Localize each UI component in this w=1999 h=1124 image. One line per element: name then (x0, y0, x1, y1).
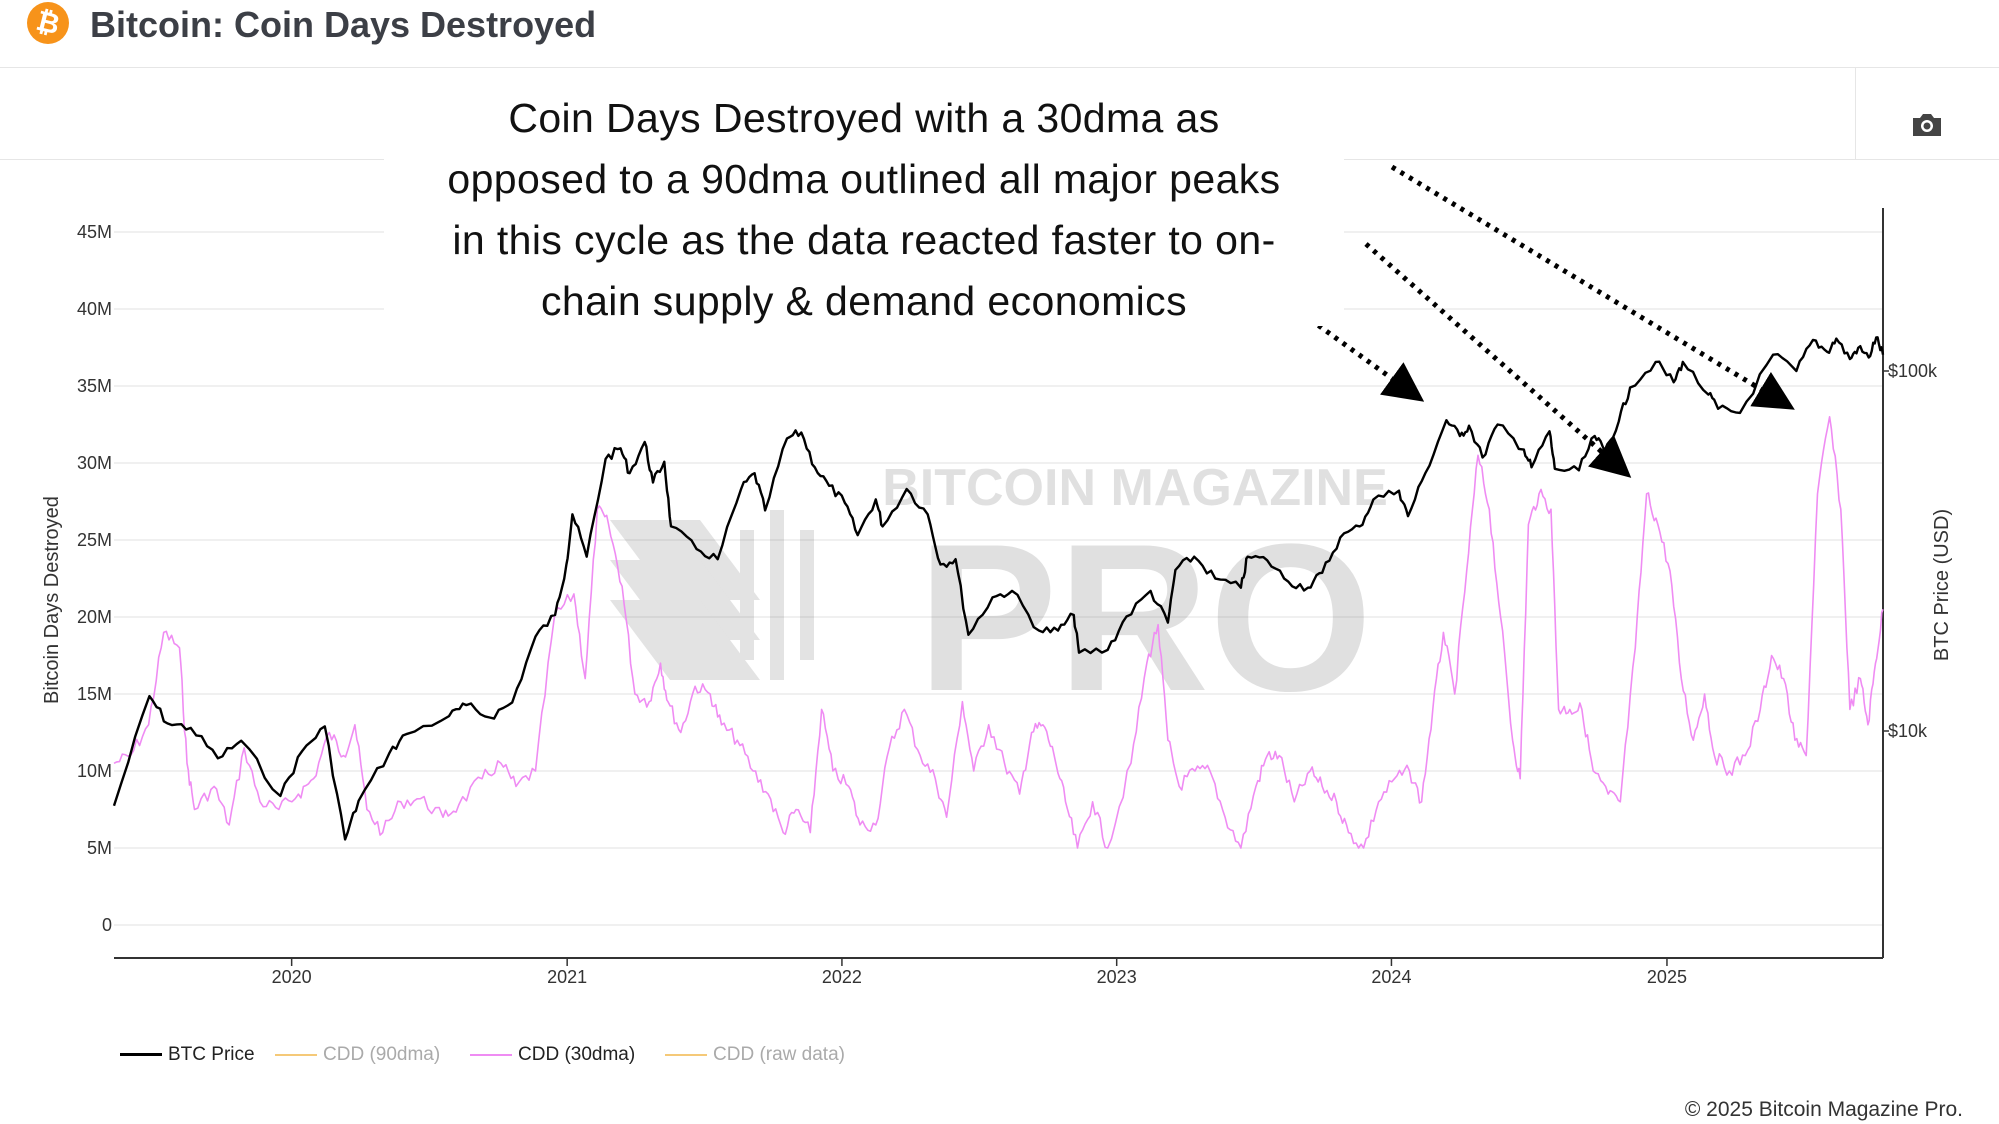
legend-label: CDD (raw data) (713, 1044, 845, 1065)
annotation-box (384, 86, 1344, 326)
legend-swatch (470, 1053, 512, 1056)
y-tick-label: 5M (87, 838, 112, 858)
y-axis-ticks: 0 5M 10M 15M 20M 25M 30M 35M 40M 45M (77, 222, 112, 935)
axes (114, 208, 1884, 959)
y2-tick-label: $100k (1888, 361, 1938, 381)
copyright-text: © 2025 Bitcoin Magazine Pro. (1684, 1098, 1963, 1121)
y2-axis-ticks: $10k $100k (1883, 361, 1938, 741)
y2-axis-label: BTC Price (USD) (1931, 509, 1953, 661)
series (112, 336, 1885, 849)
toolbar-divider (1855, 68, 1856, 159)
y2-tick-label: $10k (1888, 721, 1928, 741)
page-header: ₿ Bitcoin: Coin Days Destroyed (0, 0, 1999, 68)
y-tick-label: 10M (77, 761, 112, 781)
legend-item-btc-price[interactable]: BTC Price (120, 1044, 255, 1066)
legend-swatch (275, 1053, 317, 1056)
y-tick-label: 25M (77, 530, 112, 550)
x-tick-label: 2024 (1371, 967, 1411, 987)
x-tick-label: 2020 (272, 967, 312, 987)
y-tick-label: 20M (77, 607, 112, 627)
annotation-line-2: opposed to a 90dma outlined all major pe… (447, 156, 1281, 202)
y-tick-label: 45M (77, 222, 112, 242)
x-tick-label: 2025 (1647, 967, 1687, 987)
annotation-text: Coin Days Destroyed with a 30dma as oppo… (384, 88, 1344, 332)
watermark-line2: PRO (917, 500, 1372, 735)
legend-label: BTC Price (168, 1044, 255, 1065)
watermark: BITCOIN MAGAZINE PRO (610, 459, 1388, 735)
series-btc-price (112, 336, 1885, 841)
annotation-line-4: chain supply & demand economics (541, 278, 1187, 324)
watermark-logo-icon (610, 510, 814, 680)
legend-label: CDD (90dma) (323, 1044, 441, 1065)
x-tick-label: 2023 (1097, 967, 1137, 987)
bitcoin-logo-icon: ₿ (27, 2, 69, 44)
legend-label: CDD (30dma) (518, 1044, 636, 1065)
annotation-arrow-3 (1390, 164, 1795, 410)
y-tick-label: 15M (77, 684, 112, 704)
legend-item-cdd-90dma[interactable]: CDD (90dma) (275, 1044, 440, 1066)
page-title: Bitcoin: Coin Days Destroyed (90, 4, 597, 45)
legend-item-cdd-raw[interactable]: CDD (raw data) (665, 1044, 845, 1066)
y-tick-label: 35M (77, 376, 112, 396)
legend-swatch (120, 1053, 162, 1057)
series-cdd-30dma (113, 416, 1884, 849)
legend-swatch (665, 1053, 707, 1056)
x-tick-label: 2022 (822, 967, 862, 987)
y-tick-label: 0 (102, 915, 112, 935)
y-tick-label: 30M (77, 453, 112, 473)
annotation-arrows (1284, 164, 1795, 478)
y-axis-label: Bitcoin Days Destroyed (41, 496, 63, 704)
camera-icon[interactable] (1910, 110, 1944, 140)
watermark-line1: BITCOIN MAGAZINE (882, 459, 1388, 517)
x-tick-label: 2021 (547, 967, 587, 987)
legend-item-cdd-30dma[interactable]: CDD (30dma) (470, 1044, 635, 1066)
annotation-line-3: in this cycle as the data reacted faster… (452, 217, 1276, 263)
y-tick-label: 40M (77, 299, 112, 319)
x-axis-ticks: 2020 2021 2022 2023 2024 2025 (272, 958, 1687, 987)
annotation-arrow-2 (1364, 242, 1632, 478)
annotation-line-1: Coin Days Destroyed with a 30dma as (508, 95, 1220, 141)
